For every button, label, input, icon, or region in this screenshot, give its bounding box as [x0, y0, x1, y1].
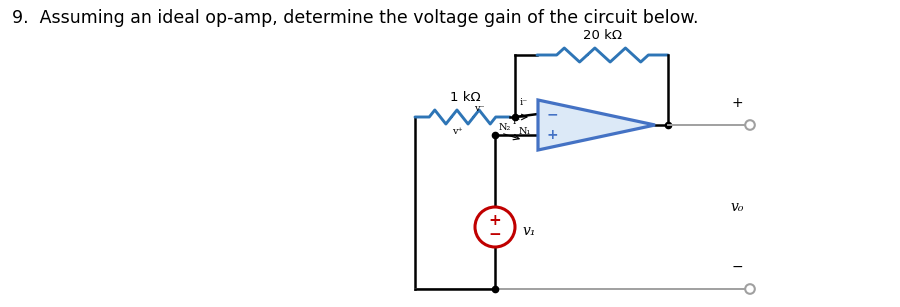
Circle shape: [475, 207, 515, 247]
Text: N₂: N₂: [499, 123, 511, 132]
Text: +: +: [489, 213, 501, 228]
Polygon shape: [538, 100, 655, 150]
Text: v₀: v₀: [730, 200, 743, 214]
Circle shape: [745, 284, 755, 294]
Text: v₁: v₁: [522, 224, 536, 238]
Circle shape: [745, 120, 755, 130]
Text: −: −: [547, 107, 559, 121]
Text: 1 kΩ: 1 kΩ: [450, 91, 481, 104]
Text: 20 kΩ: 20 kΩ: [583, 29, 622, 42]
Text: −: −: [731, 260, 742, 274]
Text: +: +: [731, 96, 742, 110]
Text: i⁺: i⁺: [513, 117, 521, 126]
Text: +: +: [547, 128, 559, 142]
Text: 9.  Assuming an ideal op-amp, determine the voltage gain of the circuit below.: 9. Assuming an ideal op-amp, determine t…: [12, 9, 698, 27]
Text: v⁻: v⁻: [474, 104, 485, 113]
Text: N₁: N₁: [519, 127, 531, 136]
Text: v⁺: v⁺: [452, 127, 463, 137]
Text: −: −: [489, 227, 501, 242]
Text: i⁻: i⁻: [520, 98, 528, 107]
